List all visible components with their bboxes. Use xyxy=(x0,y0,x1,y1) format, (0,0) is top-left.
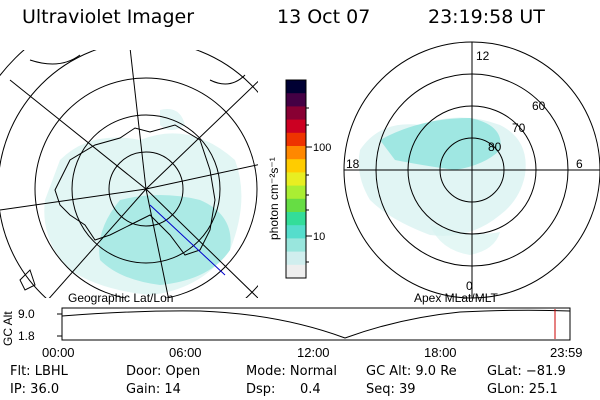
info-glat: GLat: −81.9 xyxy=(487,364,566,379)
colorbar-segment xyxy=(286,238,306,253)
info-dsp-value: 0.4 xyxy=(300,382,321,397)
info-seq: Seq: 39 xyxy=(366,382,416,397)
alt-xtick-1800: 18:00 xyxy=(424,345,457,360)
colorbar-segment xyxy=(286,185,306,200)
info-filter: Flt: LBHL xyxy=(10,364,68,379)
mlat-label-60: 60 xyxy=(532,99,546,113)
info-gc-alt: GC Alt: 9.0 Re xyxy=(366,364,457,379)
colorbar-segment xyxy=(286,172,306,187)
altitude-plot xyxy=(57,307,571,341)
colorbar-segment xyxy=(286,80,306,94)
header-time: 23:19:58 UT xyxy=(428,6,545,28)
right-map-label: Apex MLat/MLT xyxy=(414,291,498,305)
info-ip: IP: 36.0 xyxy=(10,382,60,397)
colorbar-segment xyxy=(286,264,306,279)
alt-tick-1.8: 1.8 xyxy=(18,329,35,343)
mlat-label-70: 70 xyxy=(512,121,526,135)
info-gain: Gain: 14 xyxy=(126,382,181,397)
left-map-label: Geographic Lat/Lon xyxy=(68,291,173,305)
colorbar-segment xyxy=(286,146,306,160)
info-door: Door: Open xyxy=(126,364,201,379)
colorbar-segment xyxy=(286,132,306,147)
info-mode: Mode: Normal xyxy=(246,364,337,379)
alt-xtick-0000: 00:00 xyxy=(42,345,75,360)
colorbar-segment xyxy=(286,119,306,134)
colorbar-segment xyxy=(286,159,306,173)
colorbar-segment xyxy=(286,93,306,107)
colorbar-label: photon cm⁻²s⁻¹ xyxy=(267,157,281,240)
alt-ylabel: GC Alt xyxy=(1,311,15,346)
colorbar-segment xyxy=(286,106,306,121)
colorbar-segment xyxy=(286,225,306,239)
info-glon: GLon: 25.1 xyxy=(487,382,558,397)
colorbar-segment xyxy=(286,212,306,226)
colorbar-tick-10: 10 xyxy=(313,231,325,243)
mlat-label-80: 80 xyxy=(488,140,502,154)
colorbar xyxy=(286,80,306,279)
info-dsp-label: Dsp: xyxy=(246,382,276,397)
alt-xtick-1200: 12:00 xyxy=(297,345,330,360)
alt-xtick-0600: 06:00 xyxy=(169,345,202,360)
mlt-label-12: 12 xyxy=(476,49,490,63)
geographic-map xyxy=(0,50,258,298)
colorbar-segment xyxy=(286,198,306,213)
app-title: Ultraviolet Imager xyxy=(22,6,195,28)
alt-tick-9: 9.0 xyxy=(18,307,35,321)
mlt-label-0: 0 xyxy=(466,279,473,293)
magnetic-map xyxy=(343,41,600,299)
mlt-label-6: 6 xyxy=(576,157,583,171)
mlt-label-18: 18 xyxy=(346,157,360,171)
header-date: 13 Oct 07 xyxy=(277,6,371,28)
left-emission xyxy=(44,109,242,295)
colorbar-segment xyxy=(286,251,306,266)
alt-xtick-2359: 23:59 xyxy=(550,345,583,360)
colorbar-tick-100: 100 xyxy=(313,142,331,154)
